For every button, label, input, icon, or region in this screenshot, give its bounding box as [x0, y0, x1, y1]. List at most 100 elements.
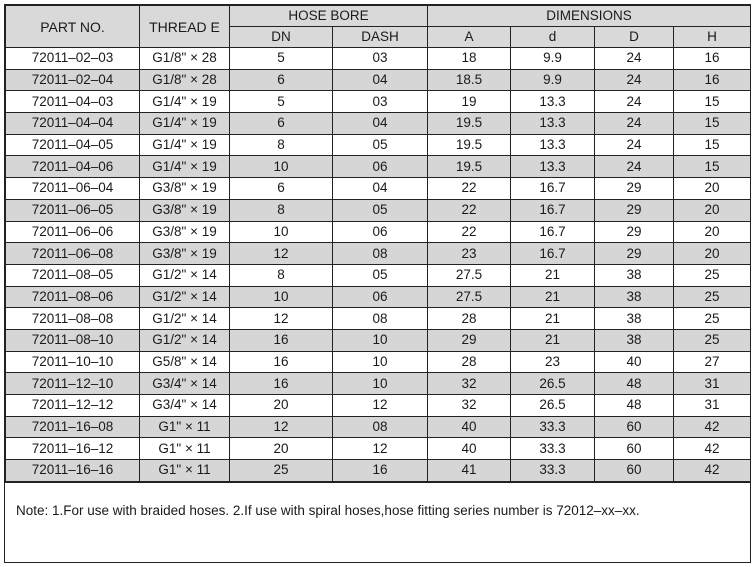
dn-cell: 6	[229, 112, 333, 135]
a-cell: 23	[427, 242, 511, 265]
dash-cell: 04	[332, 112, 428, 135]
h-cell: 15	[672, 90, 752, 114]
table-row: 72011–16–16 G1" × 11 25 16 41 33.3 60 42	[5, 459, 752, 482]
part-no-cell: 72011–08–10	[5, 328, 140, 352]
dn-cell: 20	[229, 394, 333, 417]
a-cell: 22	[427, 220, 511, 244]
a-cell: 27.5	[427, 285, 511, 309]
a-cell: 18.5	[427, 68, 511, 92]
a-cell: 19.5	[427, 133, 511, 157]
dn-cell: 5	[229, 47, 333, 70]
a-cell: 32	[427, 394, 511, 417]
dn-cell: 25	[229, 459, 333, 482]
d-big-cell: 29	[594, 177, 674, 200]
header-hose-bore: HOSE BORE	[229, 5, 428, 27]
thread-cell: G1/4" × 19	[139, 112, 230, 135]
dn-cell: 6	[229, 177, 333, 200]
d-small-cell: 16.7	[510, 177, 595, 200]
header-h: H	[672, 26, 752, 48]
dash-cell: 12	[332, 394, 428, 417]
d-small-cell: 21	[510, 263, 595, 287]
table-header: PART NO. THREAD E HOSE BORE DIMENSIONS D…	[5, 5, 752, 48]
thread-cell: G1" × 11	[139, 415, 230, 439]
table-row: 72011–06–08 G3/8" × 19 12 08 23 16.7 29 20	[5, 242, 752, 265]
thread-cell: G1/8" × 28	[139, 68, 230, 92]
table-row: 72011–06–06 G3/8" × 19 10 06 22 16.7 29 20	[5, 220, 752, 244]
h-cell: 42	[672, 437, 752, 461]
d-big-cell: 38	[594, 328, 674, 352]
dash-cell: 03	[332, 90, 428, 114]
dn-cell: 16	[229, 372, 333, 395]
d-small-cell: 23	[510, 350, 595, 374]
d-big-cell: 24	[594, 133, 674, 157]
dn-cell: 8	[229, 198, 333, 222]
d-big-cell: 24	[594, 90, 674, 114]
table-row: 72011–04–03 G1/4" × 19 5 03 19 13.3 24 15	[5, 90, 752, 114]
dash-cell: 16	[332, 459, 428, 482]
table-row: 72011–06–04 G3/8" × 19 6 04 22 16.7 29 20	[5, 177, 752, 200]
d-big-cell: 60	[594, 415, 674, 439]
h-cell: 15	[672, 112, 752, 135]
d-small-cell: 13.3	[510, 133, 595, 157]
thread-cell: G3/8" × 19	[139, 242, 230, 265]
table-row: 72011–08–10 G1/2" × 14 16 10 29 21 38 25	[5, 328, 752, 352]
d-big-cell: 48	[594, 372, 674, 395]
table-row: 72011–02–03 G1/8" × 28 5 03 18 9.9 24 16	[5, 47, 752, 70]
part-no-cell: 72011–02–04	[5, 68, 140, 92]
h-cell: 16	[672, 68, 752, 92]
d-small-cell: 16.7	[510, 242, 595, 265]
h-cell: 42	[672, 459, 752, 482]
dn-cell: 16	[229, 328, 333, 352]
d-small-cell: 21	[510, 328, 595, 352]
a-cell: 19	[427, 90, 511, 114]
part-no-cell: 72011–02–03	[5, 47, 140, 70]
dash-cell: 08	[332, 242, 428, 265]
part-no-cell: 72011–08–06	[5, 285, 140, 309]
d-big-cell: 24	[594, 155, 674, 179]
part-no-cell: 72011–06–08	[5, 242, 140, 265]
d-big-cell: 60	[594, 437, 674, 461]
table-row: 72011–08–08 G1/2" × 14 12 08 28 21 38 25	[5, 307, 752, 330]
table-row: 72011–12–12 G3/4" × 14 20 12 32 26.5 48 31	[5, 394, 752, 417]
header-a: A	[427, 26, 511, 48]
d-big-cell: 60	[594, 459, 674, 482]
h-cell: 15	[672, 133, 752, 157]
a-cell: 29	[427, 328, 511, 352]
dash-cell: 05	[332, 133, 428, 157]
h-cell: 25	[672, 328, 752, 352]
d-big-cell: 29	[594, 220, 674, 244]
thread-cell: G3/8" × 19	[139, 177, 230, 200]
header-dimensions: DIMENSIONS	[426, 5, 752, 27]
h-cell: 25	[672, 285, 752, 309]
thread-cell: G1" × 11	[139, 437, 230, 461]
d-big-cell: 29	[594, 198, 674, 222]
h-cell: 20	[672, 242, 752, 265]
part-no-cell: 72011–16–08	[5, 415, 140, 439]
thread-cell: G1" × 11	[139, 459, 230, 482]
table-row: 72011–16–08 G1" × 11 12 08 40 33.3 60 42	[5, 415, 752, 439]
part-no-cell: 72011–06–04	[5, 177, 140, 200]
a-cell: 32	[427, 372, 511, 395]
table-row: 72011–12–10 G3/4" × 14 16 10 32 26.5 48 31	[5, 372, 752, 395]
d-big-cell: 24	[594, 112, 674, 135]
d-big-cell: 38	[594, 285, 674, 309]
part-no-cell: 72011–04–03	[5, 90, 140, 114]
d-small-cell: 13.3	[510, 155, 595, 179]
a-cell: 19.5	[427, 112, 511, 135]
dash-cell: 06	[332, 285, 428, 309]
dn-cell: 10	[229, 285, 333, 309]
header-part-no: PART NO.	[5, 5, 140, 48]
table-row: 72011–08–05 G1/2" × 14 8 05 27.5 21 38 25	[5, 263, 752, 287]
dn-cell: 16	[229, 350, 333, 374]
thread-cell: G1/8" × 28	[139, 47, 230, 70]
table-row: 72011–16–12 G1" × 11 20 12 40 33.3 60 42	[5, 437, 752, 461]
d-small-cell: 33.3	[510, 459, 595, 482]
part-no-cell: 72011–06–06	[5, 220, 140, 244]
dash-cell: 10	[332, 328, 428, 352]
h-cell: 20	[672, 198, 752, 222]
h-cell: 31	[672, 372, 752, 395]
part-no-cell: 72011–04–05	[5, 133, 140, 157]
thread-cell: G5/8" × 14	[139, 350, 230, 374]
a-cell: 19.5	[427, 155, 511, 179]
table-row: 72011–02–04 G1/8" × 28 6 04 18.5 9.9 24 16	[5, 68, 752, 92]
